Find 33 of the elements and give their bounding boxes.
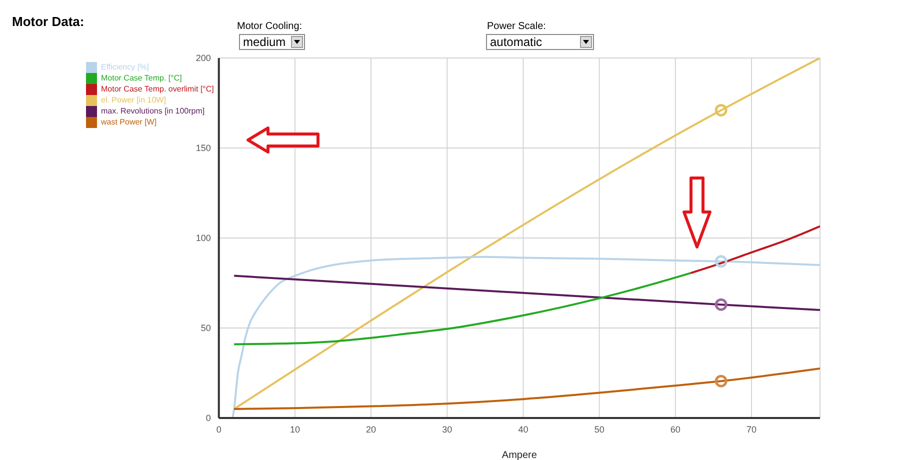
x-tick-label: 70 [746,424,757,434]
y-tick-label: 200 [196,53,211,64]
y-tick-label: 150 [196,143,211,154]
x-tick-label: 40 [518,424,528,434]
legend-label: Motor Case Temp. overlimit [°C] [101,84,214,94]
line-series [233,368,820,410]
text: Motor Data: [12,14,84,29]
x-tick-label: 50 [594,424,604,434]
dropdown-field: medium [239,34,305,50]
x-tick-label: 60 [670,424,680,434]
x-tick-label: 20 [366,424,376,434]
x-tick-label: 0 [216,424,222,434]
text: Power Scale: [487,21,546,32]
point [714,298,728,311]
line-series [232,256,820,418]
point [714,255,728,268]
point [714,104,728,116]
dropdown-field: automatic [486,34,594,50]
y-tick-label: 100 [196,233,211,244]
legend-label: wast Power [W] [101,118,157,127]
line-series [233,272,692,346]
legend-label: Motor Case Temp. [°C] [101,74,182,83]
point [714,374,728,388]
line-series [690,225,820,274]
legend-label: max. Revolutions [in 100rpm] [101,106,205,116]
legend-label: Efficiency [%] [101,62,149,72]
x-tick-label: 10 [290,424,300,434]
x-axis-title: Ampere [502,450,538,460]
x-tick-label: 30 [442,424,452,434]
text: Motor Cooling: [237,21,302,32]
y-tick-label: 0 [206,413,211,424]
y-tick-label: 50 [200,323,211,334]
legend-label: el. Power [in 10W] [101,96,166,105]
